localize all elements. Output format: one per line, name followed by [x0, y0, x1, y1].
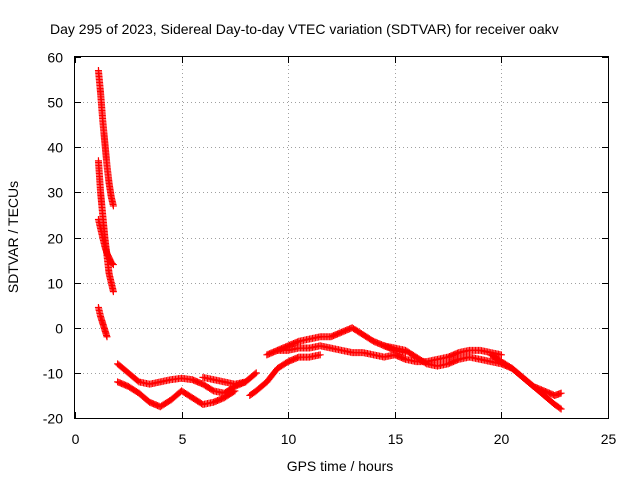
x-tick-label: 10 [281, 431, 297, 447]
x-tick-label: 15 [388, 431, 404, 447]
data-point [251, 370, 259, 378]
data-point [556, 404, 564, 412]
y-tick-label: 40 [47, 140, 63, 156]
axis-ticks [75, 57, 609, 419]
y-tick-label: 0 [55, 321, 63, 337]
series-band-h [487, 351, 565, 399]
series-band-c [199, 373, 250, 388]
data-point [242, 378, 250, 386]
x-tick-label: 5 [179, 431, 187, 447]
data-point [230, 388, 238, 396]
series-band-d [246, 351, 324, 399]
data-point [557, 389, 565, 397]
data-point [109, 202, 117, 210]
y-tick-label: 50 [47, 95, 63, 111]
data-point [497, 351, 505, 359]
x-tick-label: 25 [601, 431, 617, 447]
y-tick-label: -10 [43, 366, 63, 382]
data-point [252, 369, 260, 377]
series-steep-4 [94, 303, 111, 341]
y-axis-title: SDTVAR / TECUs [5, 181, 21, 293]
tick-labels: 0 5 10 15 20 25 -20 -10 0 10 20 30 40 50 60 [43, 50, 617, 448]
y-tick-label: 10 [47, 276, 63, 292]
series-steep-1 [94, 67, 117, 210]
data-point [557, 405, 565, 413]
series-band-e [263, 342, 505, 366]
data-point [109, 288, 117, 296]
data-point [108, 259, 116, 267]
y-tick-label: -20 [43, 411, 63, 427]
grid [75, 57, 608, 418]
x-axis-title: GPS time / hours [287, 458, 394, 474]
plot-frame [74, 56, 609, 419]
data-point [231, 387, 239, 395]
data-point [109, 261, 117, 269]
x-tick-label: 0 [72, 431, 80, 447]
series-band-b [114, 378, 239, 411]
x-tick-label: 20 [494, 431, 510, 447]
y-tick-label: 30 [47, 185, 63, 201]
data-point [103, 333, 111, 341]
data-point [316, 351, 324, 359]
chart-title: Day 295 of 2023, Sidereal Day-to-day VTE… [50, 21, 559, 37]
data-marks [94, 67, 565, 413]
y-tick-label: 60 [47, 50, 63, 66]
y-tick-label: 20 [47, 231, 63, 247]
series-steep-3 [94, 215, 117, 269]
